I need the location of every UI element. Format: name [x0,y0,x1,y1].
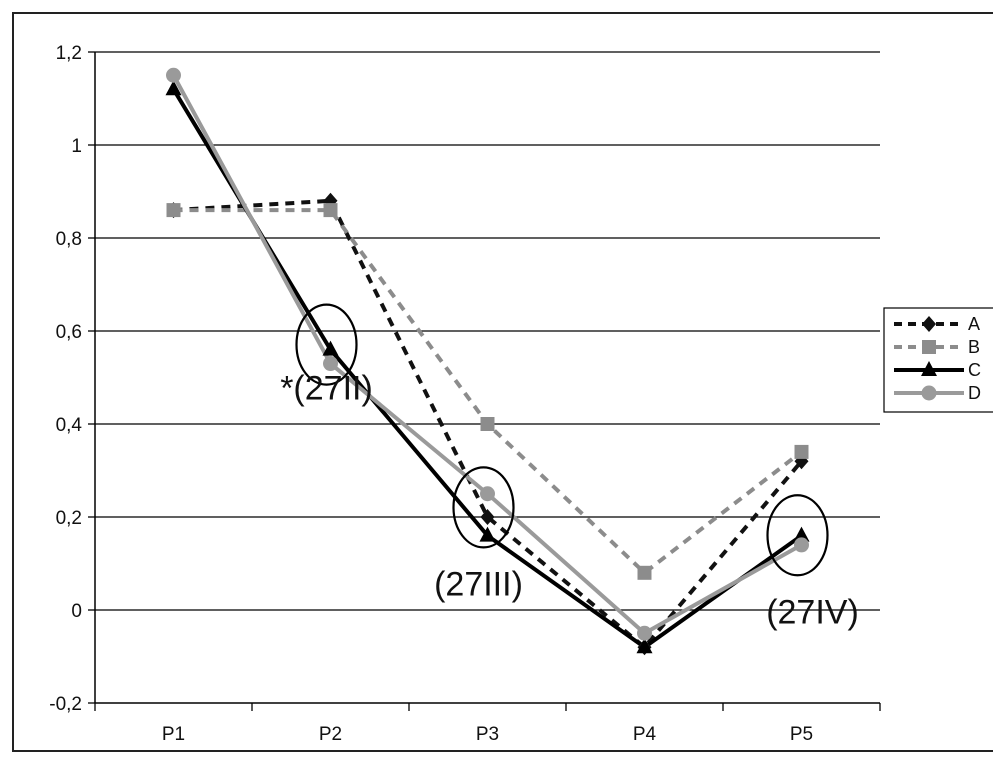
y-tick-label: -0,2 [49,694,82,715]
series-lines [171,74,804,650]
series-line-a [173,198,804,650]
data-point-c [479,526,496,542]
y-tick-label: 0,2 [56,508,82,529]
data-point-c [636,638,653,654]
y-tick-label: 0,8 [56,229,82,250]
y-tick-label: 0 [71,601,82,622]
legend-label-c: C [968,360,981,380]
x-tick-label: P1 [162,724,185,745]
x-tick-label: P5 [790,724,813,745]
annotation-ellipse [452,466,515,549]
data-point-d [323,356,338,372]
annotations: *(27II) (27III) (27IV) [280,303,859,631]
data-point-b [637,565,652,580]
series-line-d [171,74,803,636]
annotation-label: *(27II) [280,370,373,408]
data-point-d [794,537,809,553]
data-point-b [480,417,495,431]
y-tick-label: 1,2 [56,43,82,64]
x-tick-label: P4 [633,724,657,745]
x-tick-label: P2 [319,724,342,745]
data-point-c [793,526,810,542]
y-tick-label: 0,6 [56,322,82,343]
series-line-c [171,88,803,650]
data-point-b [323,203,338,218]
legend-label-d: D [968,383,981,403]
annotation-label: (27III) [434,565,523,603]
legend-label-b: B [968,337,980,357]
chart-frame [12,12,993,752]
y-tick-label: 1 [71,136,82,157]
legend-marker-b [922,340,936,354]
data-point-b [794,444,809,459]
y-tick-label: 0,4 [56,415,83,436]
data-point-d [637,625,652,641]
legend-label-a: A [968,314,980,334]
annotation-label: (27IV) [766,593,859,631]
grid-lines [95,51,880,611]
x-tick-label: P3 [476,724,499,745]
annotation-ellipse [295,303,358,386]
series-markers [165,67,810,656]
legend-marker-a [922,316,936,332]
data-point-c [322,340,339,356]
legend-marker-c [921,361,937,376]
data-point-b [166,203,181,218]
data-point-d [480,486,495,502]
data-point-d [166,67,181,83]
data-point-c [165,80,182,96]
data-point-a [480,509,495,525]
legend-marker-d [921,385,937,401]
axes: -0,2 0 0,2 0,4 0,6 0,8 1 1,2 P1 P2 P3 P4 P5 [49,43,881,745]
annotation-ellipse [766,494,829,577]
